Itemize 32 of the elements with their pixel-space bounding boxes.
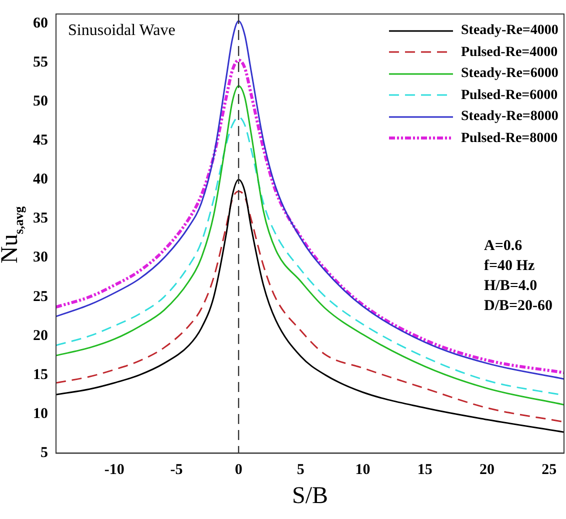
legend-label: Pulsed-Re=6000 [461, 86, 558, 104]
annotation: f=40 Hz [484, 258, 535, 274]
y-tick-label: 15 [33, 366, 48, 383]
y-tick-label: 50 [33, 93, 48, 110]
y-tick-label: 40 [33, 172, 48, 188]
legend-label: Pulsed-Re=8000 [461, 130, 558, 148]
x-tick-label: 20 [479, 462, 494, 478]
y-tick-label: 30 [33, 250, 48, 266]
y-tick-label: 35 [33, 210, 48, 227]
x-tick-label: -10 [104, 462, 124, 478]
x-tick-label: 10 [355, 462, 370, 478]
x-tick-label: -5 [170, 462, 183, 478]
y-tick-label: 20 [33, 328, 48, 344]
annotation: D/B=20-60 [484, 298, 553, 314]
y-tick-label: 55 [33, 54, 48, 70]
y-tick-label: 45 [33, 132, 48, 148]
legend-label: Steady-Re=4000 [461, 22, 558, 40]
y-tick-label: 5 [40, 445, 48, 462]
legend-label: Steady-Re=8000 [461, 108, 558, 126]
legend-label: Steady-Re=6000 [461, 65, 558, 83]
y-tick-label: 10 [33, 406, 48, 422]
y-tick-label: 60 [33, 15, 48, 32]
annotation: A=0.6 [484, 238, 523, 254]
annotation: H/B=4.0 [484, 278, 538, 294]
x-axis-title: S/B [292, 482, 328, 509]
annotation: Sinusoidal Wave [68, 22, 176, 40]
x-tick-label: 15 [417, 462, 432, 478]
y-tick-label: 25 [33, 288, 48, 305]
legend-label: Pulsed-Re=4000 [461, 44, 558, 62]
x-tick-label: 5 [296, 462, 304, 478]
x-tick-label: 25 [542, 462, 557, 478]
x-tick-label: 0 [234, 462, 242, 478]
